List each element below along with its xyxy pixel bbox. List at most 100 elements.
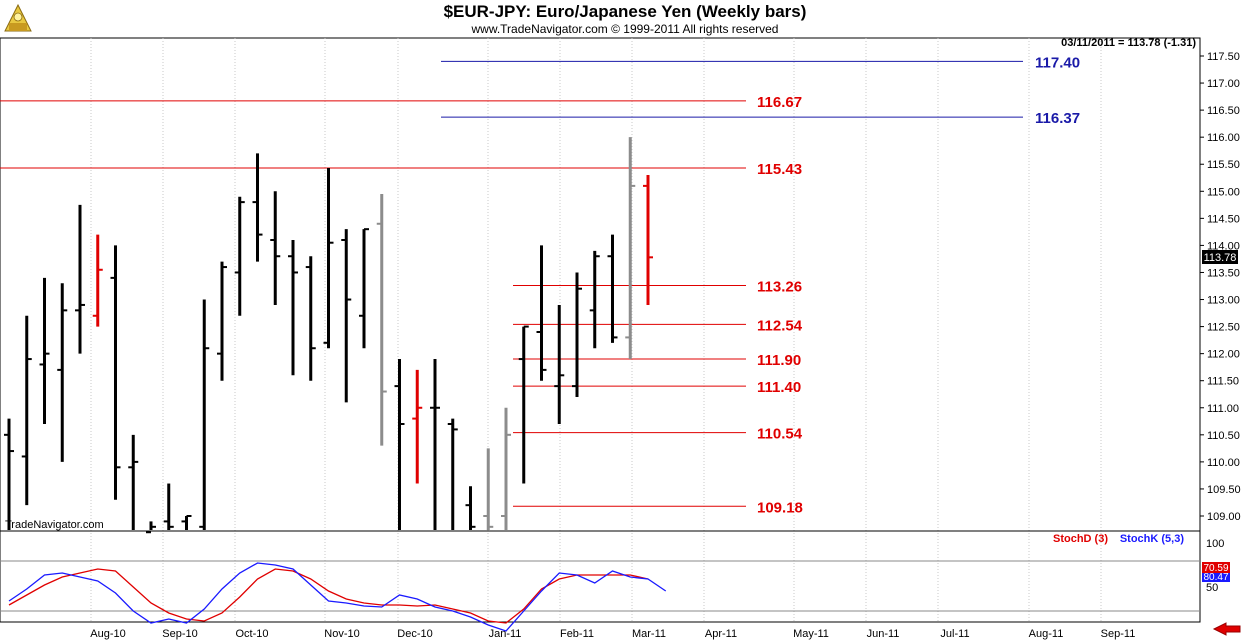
ohlc-bar [146, 521, 156, 534]
scroll-back-arrow-icon[interactable] [1212, 622, 1241, 636]
y-tick-label: 115.50 [1207, 159, 1240, 171]
ohlc-bar [252, 153, 263, 262]
ohlc-bar [518, 325, 529, 484]
stoch-tick-50: 50 [1206, 582, 1218, 594]
ohlc-bar [412, 369, 423, 484]
price-bars [4, 137, 653, 534]
ohlc-bar [92, 234, 103, 327]
ohlc-bar [288, 240, 298, 376]
ohlc-bar [341, 229, 352, 403]
price-axis: 109.00 109.50 110.00 110.50 111.00 111.50 112.… [1200, 51, 1241, 523]
ohlc-bar [501, 407, 511, 530]
x-tick-label: Oct-10 [235, 628, 268, 640]
ohlc-bar [430, 359, 440, 530]
ohlc-bar [625, 137, 636, 360]
ohlc-bar [199, 299, 210, 530]
copyright-text: www.TradeNavigator.com © 1999-2011 All r… [471, 22, 779, 36]
y-tick-label: 115.00 [1207, 186, 1240, 198]
y-tick-label: 109.50 [1207, 484, 1241, 496]
stochk-line [8, 562, 667, 632]
ohlc-bar [128, 434, 139, 530]
x-tick-label: Jun-11 [867, 628, 900, 640]
ohlc-bar [163, 483, 174, 530]
date-axis: Aug-10 Sep-10 Oct-10 Nov-10 Dec-10 Jan-11 Feb-… [90, 628, 1135, 640]
svg-text:113.78: 113.78 [1204, 252, 1237, 264]
ohlc-bar [465, 486, 476, 530]
ohlc-bar [643, 175, 653, 305]
y-tick-label: 109.00 [1207, 511, 1241, 523]
x-tick-label: Mar-11 [632, 628, 666, 640]
stochd-last: 70.59 [1203, 563, 1228, 574]
ohlc-bar [572, 272, 582, 397]
ohlc-bar [394, 359, 405, 530]
ohlc-bar [447, 418, 458, 530]
y-tick-label: 113.00 [1207, 295, 1240, 307]
y-tick-label: 114.00 [1207, 240, 1240, 252]
x-tick-label: May-11 [793, 628, 829, 640]
x-tick-label: Aug-10 [90, 628, 125, 640]
price-level-label: 111.40 [757, 379, 801, 396]
ohlc-bar [589, 250, 600, 349]
quote-readout: 03/11/2011 = 113.78 (-1.31) [1061, 37, 1196, 49]
stochd-legend: StochD (3) [1053, 533, 1108, 545]
ohlc-bar [359, 228, 369, 349]
ohlc-bar [75, 204, 85, 354]
ohlc-bar [181, 515, 192, 530]
x-tick-label: Jul-11 [940, 628, 969, 640]
y-tick-label: 114.50 [1207, 213, 1240, 225]
ohlc-bar [39, 277, 50, 424]
stochk-legend: StochK (5,3) [1120, 533, 1185, 545]
x-tick-label: Jan-11 [489, 628, 522, 640]
ohlc-bar [376, 194, 387, 446]
stoch-tick-100: 100 [1206, 538, 1224, 550]
stoch-last-values: 80.47 70.59 [1202, 562, 1230, 583]
y-tick-label: 111.00 [1207, 403, 1239, 415]
ohlc-bar [536, 245, 547, 381]
last-price-marker: 113.78 [1202, 250, 1238, 264]
tradenavigator-logo-icon [3, 3, 33, 35]
price-level-label: 116.67 [757, 94, 802, 111]
y-tick-label: 116.00 [1207, 132, 1240, 144]
y-tick-label: 112.50 [1207, 322, 1240, 334]
y-tick-label: 110.00 [1207, 457, 1240, 469]
ohlc-bar [57, 283, 68, 462]
ohlc-bar [217, 261, 227, 381]
ohlc-bar [4, 418, 14, 530]
y-tick-label: 116.50 [1207, 105, 1240, 117]
y-tick-label: 112.00 [1207, 349, 1240, 361]
ohlc-bar [554, 304, 565, 424]
stochd-line [8, 568, 649, 624]
ohlc-bar [483, 448, 494, 530]
ohlc-bar [270, 191, 281, 305]
x-tick-label: Sep-11 [1101, 628, 1136, 640]
stochk-last: 80.47 [1203, 572, 1228, 583]
y-tick-label: 117.50 [1207, 51, 1240, 63]
y-tick-label: 117.00 [1207, 78, 1240, 90]
price-panel-frame [0, 37, 1201, 532]
stoch-panel-frame [0, 530, 1201, 623]
x-tick-label: Dec-10 [397, 628, 432, 640]
watermark: TradeNavigator.com [5, 519, 104, 531]
x-tick-label: Feb-11 [560, 628, 594, 640]
price-level-label: 116.37 [1035, 110, 1080, 127]
ohlc-bar [110, 245, 121, 500]
chart-title: $EUR-JPY: Euro/Japanese Yen (Weekly bars… [443, 2, 807, 21]
ohlc-bar [607, 234, 618, 343]
x-tick-label: Apr-11 [705, 628, 737, 640]
y-tick-label: 113.50 [1207, 267, 1240, 279]
ohlc-bar [21, 315, 32, 506]
y-tick-label: 111.50 [1207, 376, 1239, 388]
ohlc-bar [234, 196, 245, 316]
price-level-label: 109.18 [757, 499, 803, 516]
ohlc-bar [323, 168, 334, 349]
x-tick-label: Aug-11 [1029, 628, 1064, 640]
price-levels: 117.40 116.67 116.37 115.43 113.26 112.54 111.… [0, 54, 1080, 516]
stochastic-lines [8, 562, 667, 632]
price-level-label: 115.43 [757, 161, 802, 178]
price-level-label: 110.54 [757, 426, 803, 443]
y-tick-label: 110.50 [1207, 430, 1240, 442]
price-level-label: 117.40 [1035, 54, 1080, 71]
x-tick-label: Nov-10 [324, 628, 359, 640]
x-tick-label: Sep-10 [162, 628, 197, 640]
